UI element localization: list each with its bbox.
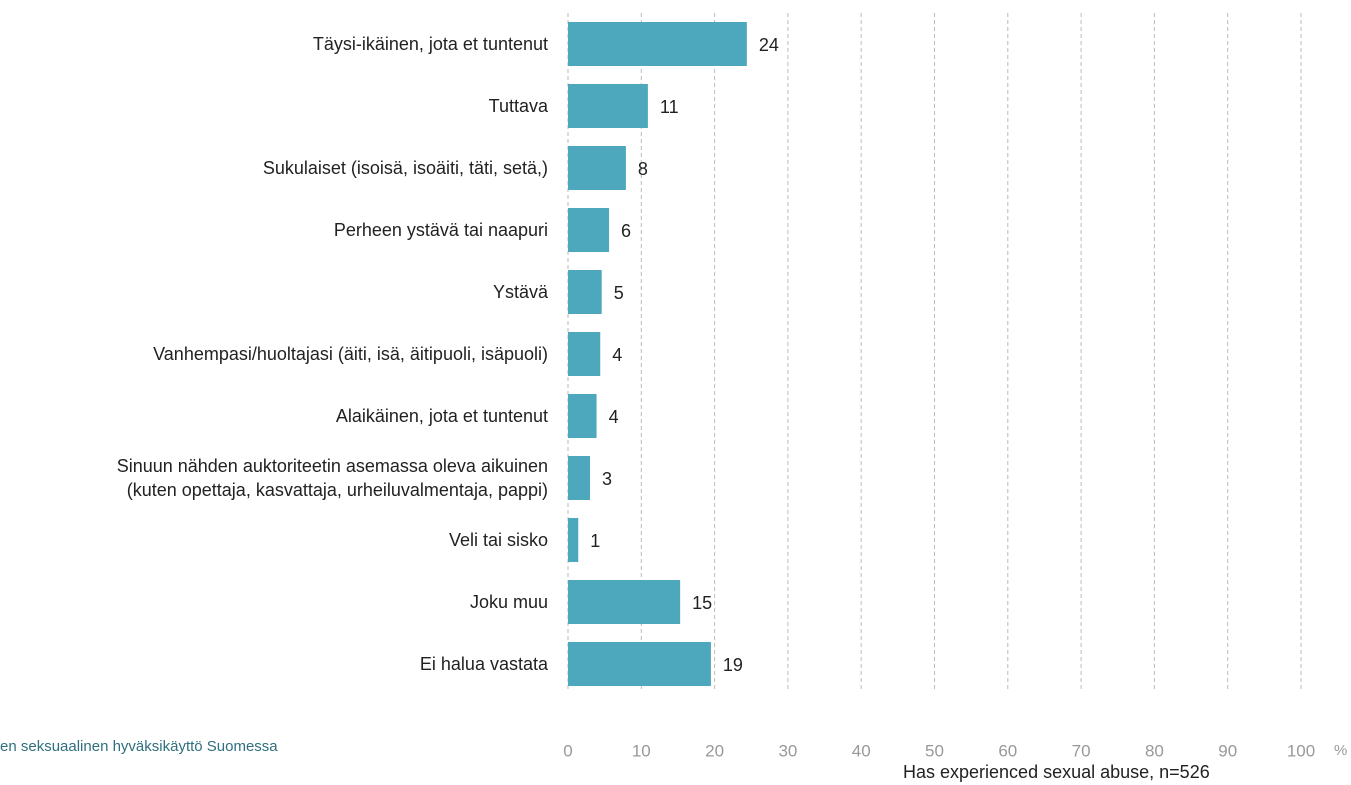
value-label: 3 <box>602 469 612 489</box>
value-label: 1 <box>590 531 600 551</box>
bar <box>568 332 601 376</box>
category-label: Veli tai sisko <box>448 530 548 550</box>
bar <box>568 394 597 438</box>
note: Has experienced sexual abuse, n=526 <box>903 762 1210 782</box>
value-label: 15 <box>692 593 712 613</box>
bar <box>568 518 579 562</box>
category-label: Ystävä <box>492 282 548 302</box>
category-label: Perheen ystävä tai naapuri <box>333 220 548 240</box>
category-label: Ei halua vastata <box>419 654 548 674</box>
value-label: 6 <box>621 221 631 241</box>
x-tick-label: 10 <box>632 741 651 760</box>
bar <box>568 580 681 624</box>
category-label: Tuttava <box>488 96 548 116</box>
bar <box>568 84 648 128</box>
value-label: 5 <box>614 283 624 303</box>
x-tick-label: 50 <box>925 741 944 760</box>
x-tick-label: 20 <box>705 741 724 760</box>
x-tick-label: 100 <box>1287 741 1315 760</box>
category-label: Alaikäinen, jota et tuntenut <box>335 406 548 426</box>
category-label: Sukulaiset (isoisä, isoäiti, täti, setä,… <box>262 158 548 178</box>
x-tick-label: 70 <box>1072 741 1091 760</box>
value-label: 8 <box>638 159 648 179</box>
value-label: 24 <box>759 35 779 55</box>
value-label: 4 <box>609 407 619 427</box>
x-axis-unit: % <box>1334 742 1347 759</box>
value-label: 11 <box>660 97 679 117</box>
category-label: Täysi-ikäinen, jota et tuntenut <box>312 34 548 54</box>
x-tick-label: 90 <box>1218 741 1237 760</box>
bar <box>568 22 747 66</box>
x-tick-label: 40 <box>852 741 871 760</box>
footer: en seksuaalinen hyväksikäyttö Suomessa <box>0 738 278 755</box>
bar <box>568 146 626 190</box>
value-label: 19 <box>723 655 743 675</box>
bar <box>568 456 590 500</box>
category-label: Vanhempasi/huoltajasi (äiti, isä, äitipu… <box>153 344 548 364</box>
x-tick-label: 30 <box>778 741 797 760</box>
bar <box>568 208 610 252</box>
x-tick-label: 80 <box>1145 741 1164 760</box>
x-tick-label: 0 <box>563 741 572 760</box>
value-label: 4 <box>612 345 622 365</box>
category-label: Sinuun nähden auktoriteetin asemassa ole… <box>116 456 548 500</box>
bar <box>568 270 602 314</box>
x-tick-label: 60 <box>998 741 1017 760</box>
category-label: Joku muu <box>469 592 548 612</box>
bar <box>568 642 711 686</box>
